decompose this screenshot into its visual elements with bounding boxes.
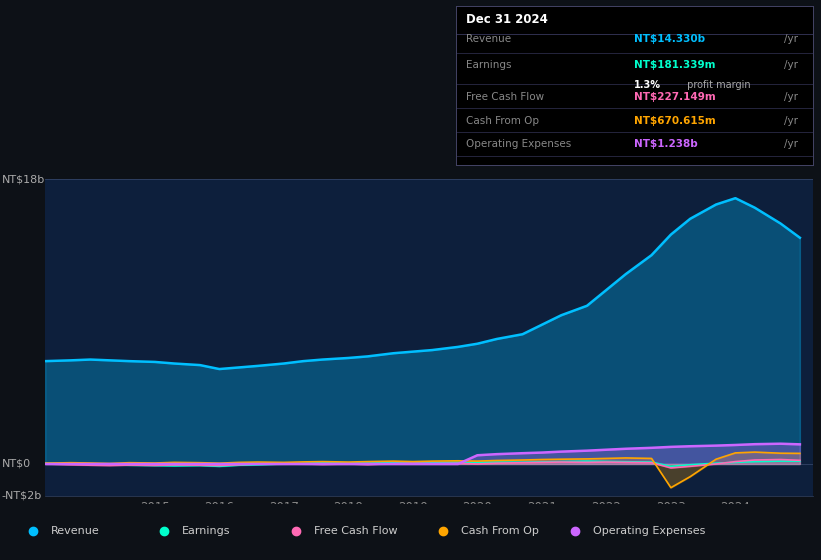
Text: /yr: /yr — [784, 34, 798, 44]
Text: Operating Expenses: Operating Expenses — [466, 139, 571, 150]
Text: Cash From Op: Cash From Op — [466, 115, 539, 125]
Text: NT$181.339m: NT$181.339m — [635, 60, 716, 69]
Text: Free Cash Flow: Free Cash Flow — [314, 526, 397, 536]
Text: /yr: /yr — [784, 115, 798, 125]
Text: /yr: /yr — [784, 139, 798, 150]
Text: Dec 31 2024: Dec 31 2024 — [466, 13, 548, 26]
Text: NT$0: NT$0 — [2, 459, 30, 469]
Text: NT$227.149m: NT$227.149m — [635, 92, 716, 101]
Text: Free Cash Flow: Free Cash Flow — [466, 92, 544, 101]
Text: Cash From Op: Cash From Op — [461, 526, 539, 536]
Text: 1.3%: 1.3% — [635, 81, 661, 90]
Text: NT$1.238b: NT$1.238b — [635, 139, 698, 150]
Text: /yr: /yr — [784, 60, 798, 69]
Text: NT$14.330b: NT$14.330b — [635, 34, 705, 44]
Text: Operating Expenses: Operating Expenses — [593, 526, 705, 536]
Text: profit margin: profit margin — [684, 81, 751, 90]
Text: Earnings: Earnings — [182, 526, 231, 536]
Text: NT$670.615m: NT$670.615m — [635, 115, 716, 125]
Text: Earnings: Earnings — [466, 60, 511, 69]
Text: /yr: /yr — [784, 92, 798, 101]
Text: -NT$2b: -NT$2b — [2, 491, 42, 501]
Text: Revenue: Revenue — [466, 34, 511, 44]
Text: NT$18b: NT$18b — [2, 174, 45, 184]
Text: Revenue: Revenue — [51, 526, 99, 536]
